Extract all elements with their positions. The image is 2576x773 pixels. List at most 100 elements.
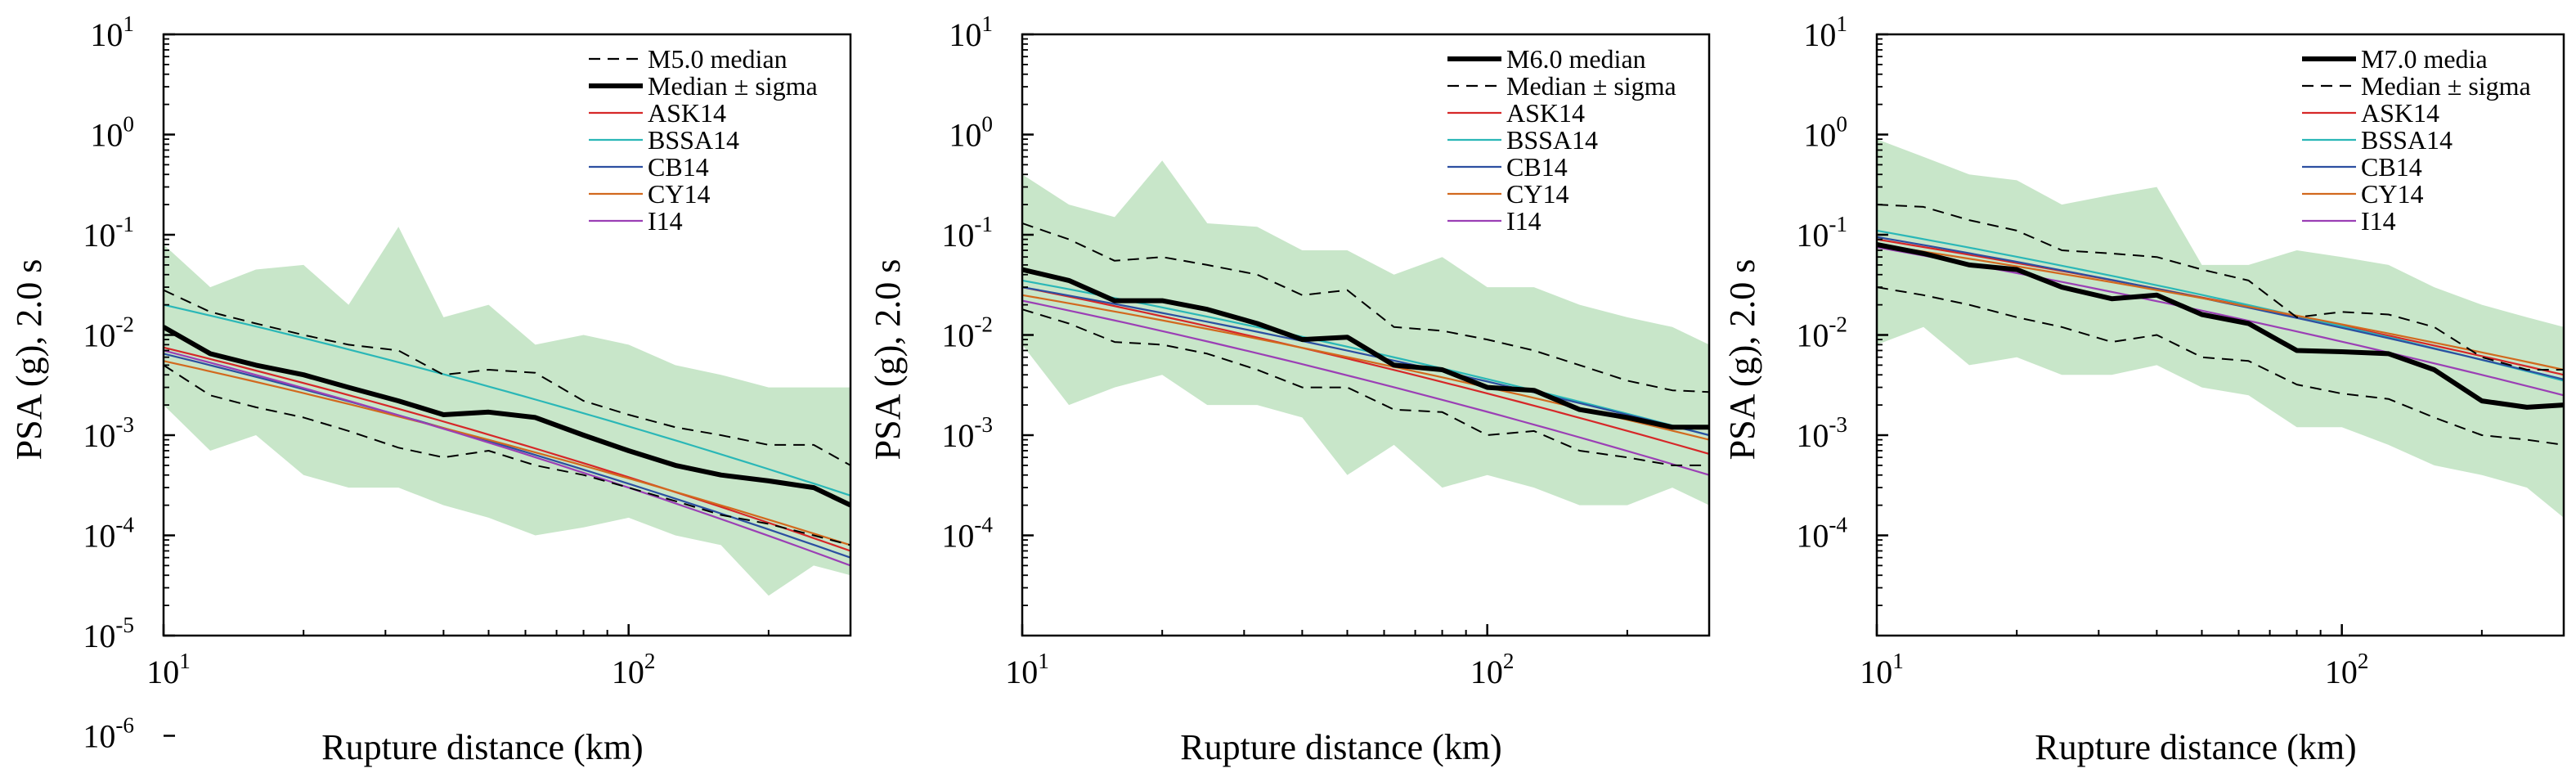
legend-item-sigma: Median ± sigma [2302,71,2531,101]
plot-area [1877,139,2564,518]
y-tick-label: 10-2 [1796,312,1847,354]
minus-sigma-line [164,364,850,546]
legend-item-ask14: ASK14 [589,98,726,128]
plus-sigma-line [164,289,850,466]
y-tick-label: 10-3 [83,412,134,454]
legend-label: I14 [648,206,683,236]
minus-sigma-line [1877,286,2564,446]
legend-label: CY14 [648,179,710,209]
legend-label: BSSA14 [1506,125,1598,155]
legend-item-cy14: CY14 [2302,179,2423,209]
gmpe-line-bssa14 [164,303,850,497]
plot-area [164,227,850,596]
y-tick-label: 10-5 [83,613,134,654]
y-tick-label: 10-1 [83,212,134,254]
x-axis-label: Rupture distance (km) [2035,727,2356,767]
legend-label: BSSA14 [648,125,739,155]
legend-item-cb14: CB14 [2302,152,2422,182]
plus-sigma-line [1877,204,2564,371]
plus-sigma-line [1022,222,1709,393]
sigma-band [1022,160,1709,506]
y-axis-label: PSA (g), 2.0 s [868,259,908,461]
y-tick-label: 10-1 [1796,212,1847,254]
legend-label: Median ± sigma [2361,71,2531,101]
sigma-band [164,227,850,596]
legend-item-bssa14: BSSA14 [589,125,739,155]
legend-label: I14 [2361,206,2396,236]
gmpe-line-i14 [164,349,850,567]
x-tick-label: 101 [1860,649,1904,690]
y-tick-label: 101 [949,11,993,53]
legend-label: Median ± sigma [1506,71,1676,101]
legend-label: CB14 [648,152,709,182]
x-axis-label: Rupture distance (km) [321,727,643,767]
legend-item-i14: I14 [2302,206,2396,236]
legend-label: CB14 [1506,152,1568,182]
y-tick-label: 100 [1803,112,1847,154]
y-tick-label: 10-4 [83,513,134,555]
y-tick-label: 10-1 [941,212,993,254]
legend-item-median: M5.0 median [589,44,788,74]
x-tick-label: 102 [612,649,656,690]
legend-label: ASK14 [648,98,726,128]
legend-label: I14 [1506,206,1542,236]
legend-item-bssa14: BSSA14 [2302,125,2453,155]
sigma-band [1877,139,2564,518]
y-tick-label: 10-6 [83,713,134,755]
legend-label: CY14 [2361,179,2423,209]
legend-item-cb14: CB14 [1447,152,1568,182]
y-tick-label: 101 [1803,11,1847,53]
y-axis-label: PSA (g), 2.0 s [9,259,49,461]
legend-item-bssa14: BSSA14 [1447,125,1598,155]
legend-label: Median ± sigma [648,71,818,101]
y-tick-label: 10-3 [1796,412,1847,454]
legend-label: CB14 [2361,152,2422,182]
legend-label: CY14 [1506,179,1568,209]
panel-2: 101 102 101 100 10-1 10-2 10-3 10-4 Rupture dist… [868,11,1711,767]
legend-item-cb14: CB14 [589,152,709,182]
legend-item-sigma: Median ± sigma [1447,71,1676,101]
panel-1: 101 102 101 100 10-1 10-2 10-3 10-4 10-5 10-6 Rupt… [9,11,852,767]
legend-label: ASK14 [2361,98,2439,128]
median-line [164,325,850,508]
y-tick-label: 100 [949,112,993,154]
legend-label: BSSA14 [2361,125,2453,155]
legend-label: M6.0 median [1506,44,1646,74]
legend-item-cy14: CY14 [1447,179,1568,209]
legend-item-ask14: ASK14 [2302,98,2439,128]
legend-label: M5.0 median [648,44,788,74]
y-tick-label: 10-4 [1796,513,1847,555]
legend-item-cy14: CY14 [589,179,710,209]
x-tick-label: 101 [1005,649,1049,690]
gmpe-line-cy14 [164,360,850,546]
y-tick-label: 101 [90,11,134,53]
legend-item-median: M7.0 media [2302,44,2488,74]
gmpe-line-i14 [1022,299,1709,476]
gmpe-line-ask14 [164,346,850,552]
y-axis-label: PSA (g), 2.0 s [1722,259,1762,461]
gmpe-line-cb14 [1022,286,1709,437]
legend-item-i14: I14 [589,206,683,236]
gmpe-line-cy14 [1877,243,2564,371]
minus-sigma-line [1022,308,1709,466]
y-tick-label: 10-3 [941,412,993,454]
gmpe-line-ask14 [1022,286,1709,455]
y-tick-label: 10-2 [83,312,134,354]
y-tick-label: 100 [90,112,134,154]
x-tick-label: 102 [2325,649,2369,690]
median-line [1877,241,2564,410]
plot-area [1022,160,1709,506]
legend-item-median: M6.0 median [1447,44,1646,74]
legend-item-sigma: Median ± sigma [589,71,818,101]
x-tick-label: 102 [1470,649,1515,690]
legend-label: M7.0 media [2361,44,2488,74]
x-tick-label: 101 [146,649,191,690]
median-line [1022,267,1709,430]
panel-3: 101 102 101 100 10-1 10-2 10-3 10-4 Rupture dist… [1722,11,2565,767]
legend-item-ask14: ASK14 [1447,98,1585,128]
y-tick-label: 10-2 [941,312,993,354]
